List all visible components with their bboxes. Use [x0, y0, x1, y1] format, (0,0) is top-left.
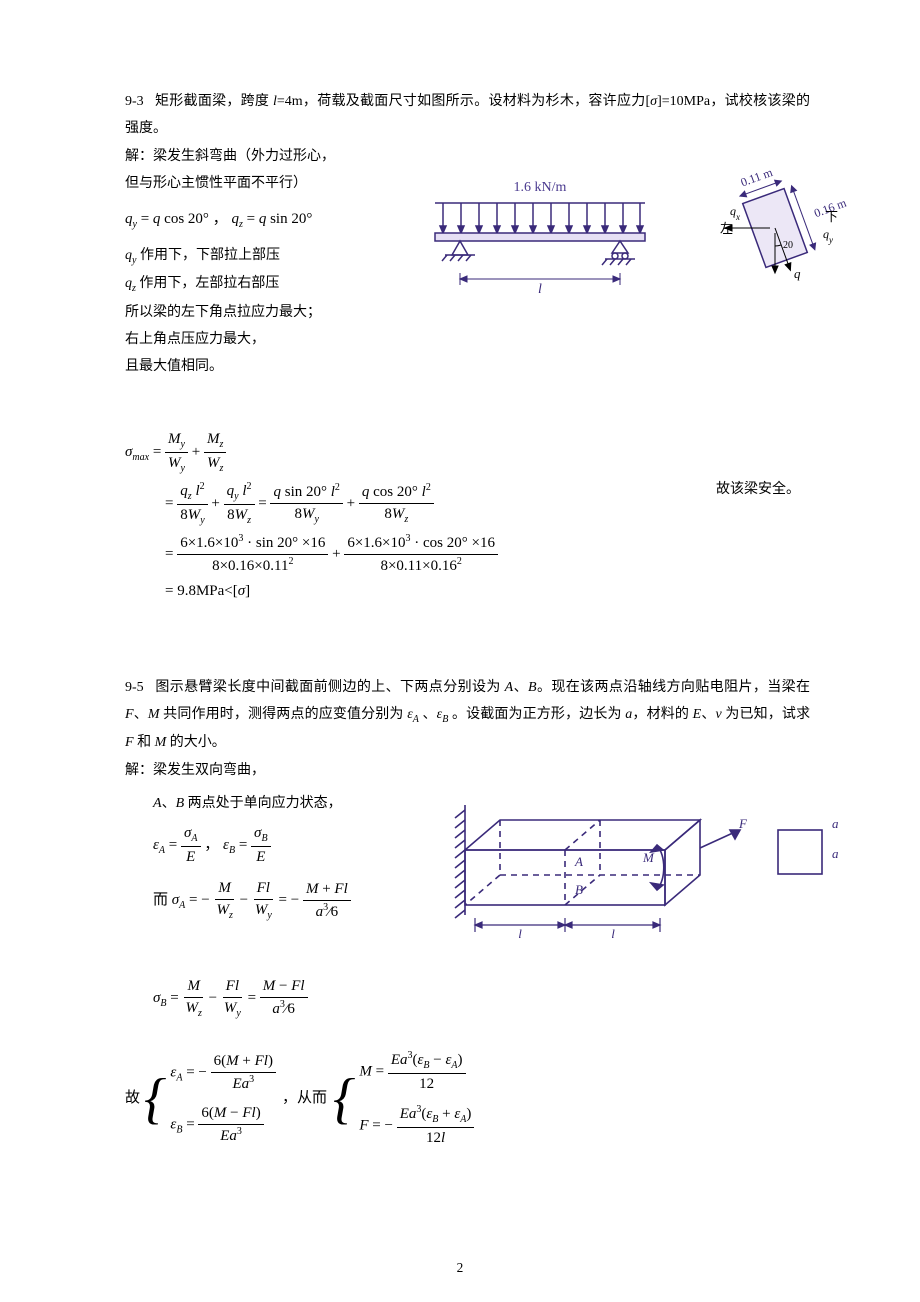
heading-9-5-body: 图示悬臂梁长度中间截面前侧边的上、下两点分别设为 A、B。现在该两点沿轴线方向贴…: [125, 680, 810, 751]
problem-9-5: 9-5 图示悬臂梁长度中间截面前侧边的上、下两点分别设为 A、B。现在该两点沿轴…: [125, 674, 810, 757]
sigma-line4: = 9.8MPa<[σ]: [125, 581, 810, 602]
note5: 且最大值相同。: [125, 353, 415, 380]
sol-9-3-text: 解：梁发生斜弯曲（外力过形心， 但与形心主惯性平面不平行） qy = q cos…: [125, 143, 415, 381]
eq-sigmaA: 而 σA = − MWz − FlWy = − M + Fla3⁄6: [125, 878, 425, 923]
heading-9-5-num: 9-5: [125, 680, 144, 695]
dim-a-side: a: [832, 846, 839, 861]
note3: 所以梁的左下角点拉应力最大；: [125, 299, 415, 326]
label-F: F: [738, 816, 748, 831]
label-M: M: [642, 850, 655, 865]
sol-9-5-eqs: A、B 两点处于单向应力状态， εA = σAE ， εB = σBE 而 σA…: [125, 790, 425, 923]
dim-l2: l: [611, 926, 615, 941]
label-qy: qy: [823, 227, 833, 245]
dim-a-top: a: [832, 816, 839, 831]
row-9-3: 解：梁发生斜弯曲（外力过形心， 但与形心主惯性平面不平行） qy = q cos…: [125, 143, 810, 381]
heading-9-3-body: 矩形截面梁，跨度 l=4m，荷载及截面尺寸如图所示。设材料为杉木，容许应力[σ]…: [125, 94, 810, 136]
page: 9-3 矩形截面梁，跨度 l=4m，荷载及截面尺寸如图所示。设材料为杉木，容许应…: [0, 0, 920, 1302]
row-9-5: A、B 两点处于单向应力状态， εA = σAE ， εB = σBE 而 σA…: [125, 790, 810, 970]
note2: qz 作用下，左部拉右部压: [125, 270, 415, 298]
label-down: 下: [825, 209, 838, 224]
sol-intro-2: 但与形心主惯性平面不平行）: [125, 170, 415, 197]
eq-strain: εA = σAE ， εB = σBE: [125, 823, 425, 868]
sigma-max-block: σmax = MyWy + MzWz = qz l28Wy + qy l28Wz…: [125, 429, 810, 602]
sys-block: 故 { εA = − 6(M + Fl)Ea3 εB = 6(M − Fl)Ea…: [125, 1045, 810, 1153]
square-section: a a: [770, 810, 850, 900]
label-hence: ，从而: [276, 1088, 333, 1109]
sol95-1: 解：梁发生双向弯曲，: [125, 757, 810, 784]
diagram-9-5: A B M F: [425, 790, 810, 970]
sigma-line1: σmax = MyWy + MzWz: [125, 429, 810, 476]
cantilever-diagram: A B M F: [445, 790, 755, 950]
label-A: A: [574, 854, 583, 869]
note4: 右上角点压应力最大，: [125, 326, 415, 353]
eq-qy-qz: qy = q cos 20° ， qz = q sin 20°: [125, 209, 415, 232]
safe-note: 故该梁安全。: [716, 480, 800, 500]
sigma-line3: = 6×1.6×103 · sin 20° ×168×0.16×0.112 + …: [125, 532, 810, 577]
label-so: 故: [125, 1088, 144, 1109]
label-B: B: [575, 882, 583, 897]
label-q: q: [794, 266, 801, 281]
heading-9-3-num: 9-3: [125, 94, 144, 109]
sigma-line2: = qz l28Wy + qy l28Wz = q sin 20° l28Wy …: [125, 480, 810, 528]
span-label: l: [538, 282, 542, 297]
page-number: 2: [0, 1260, 920, 1276]
eq-sigmaB: σB = MWz − FlWy = M − Fla3⁄6: [125, 976, 810, 1021]
label-angle: 20: [783, 240, 793, 251]
label-and: 而: [153, 892, 168, 908]
sol-intro-1: 解：梁发生斜弯曲（外力过形心，: [125, 143, 415, 170]
section-diagram: 0.11 m 0.16 m: [690, 133, 860, 303]
note1: qy 作用下，下部拉上部压: [125, 242, 415, 270]
label-left: 左: [720, 221, 733, 236]
diagram-9-3: 1.6 kN/m: [415, 143, 810, 333]
dim-l1: l: [518, 926, 522, 941]
sol95-2: A、B 两点处于单向应力状态，: [125, 790, 425, 817]
sol-9-5-intro: 解：梁发生双向弯曲，: [125, 757, 810, 784]
label-qx: qx: [730, 204, 740, 222]
load-label: 1.6 kN/m: [514, 180, 567, 195]
beam-diagram: 1.6 kN/m: [415, 173, 665, 313]
